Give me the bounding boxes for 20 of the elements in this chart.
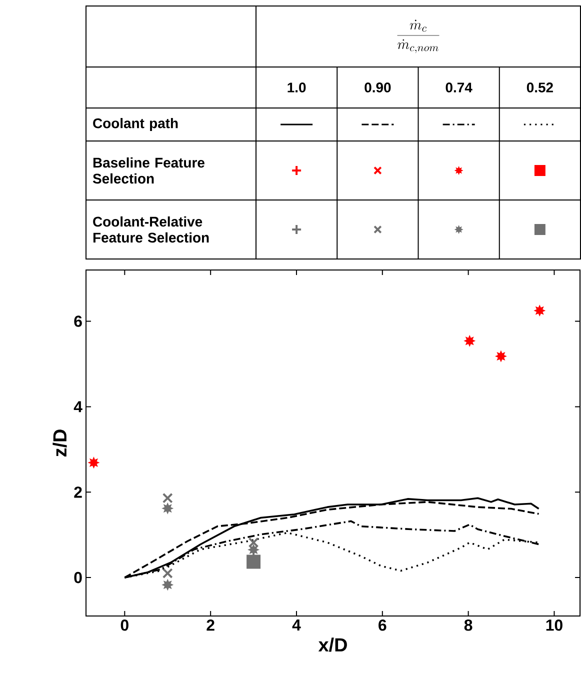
y-tick-label: 2 [74,486,82,498]
text: 1.0 [288,82,306,92]
x-axis-title: x/D [318,638,347,652]
text: Coolant-Relative Feature Selection [93,216,209,243]
y-tick-label: 6 [74,316,82,327]
text: Coolant path [93,118,178,131]
text: 0.90 [364,82,391,92]
legend-title: $\frac{\dot{m}_c}{\dot{m}_{c,nom}}$ [397,20,440,54]
x-tick-label: 4 [292,620,301,630]
text: Baseline Feature Selection [92,157,204,184]
x-tick-label: 10 [546,620,562,631]
y-axis-title: z/D [52,430,67,456]
text: 0.74 [446,82,472,92]
y-tick-label: 4 [74,401,82,412]
y-tick-label: 0 [74,572,82,584]
x-tick-label: 6 [378,620,386,631]
text: 0.52 [526,82,553,92]
x-tick-label: 2 [206,620,214,631]
x-tick-label: 8 [464,620,472,631]
x-tick-label: 0 [120,620,128,631]
